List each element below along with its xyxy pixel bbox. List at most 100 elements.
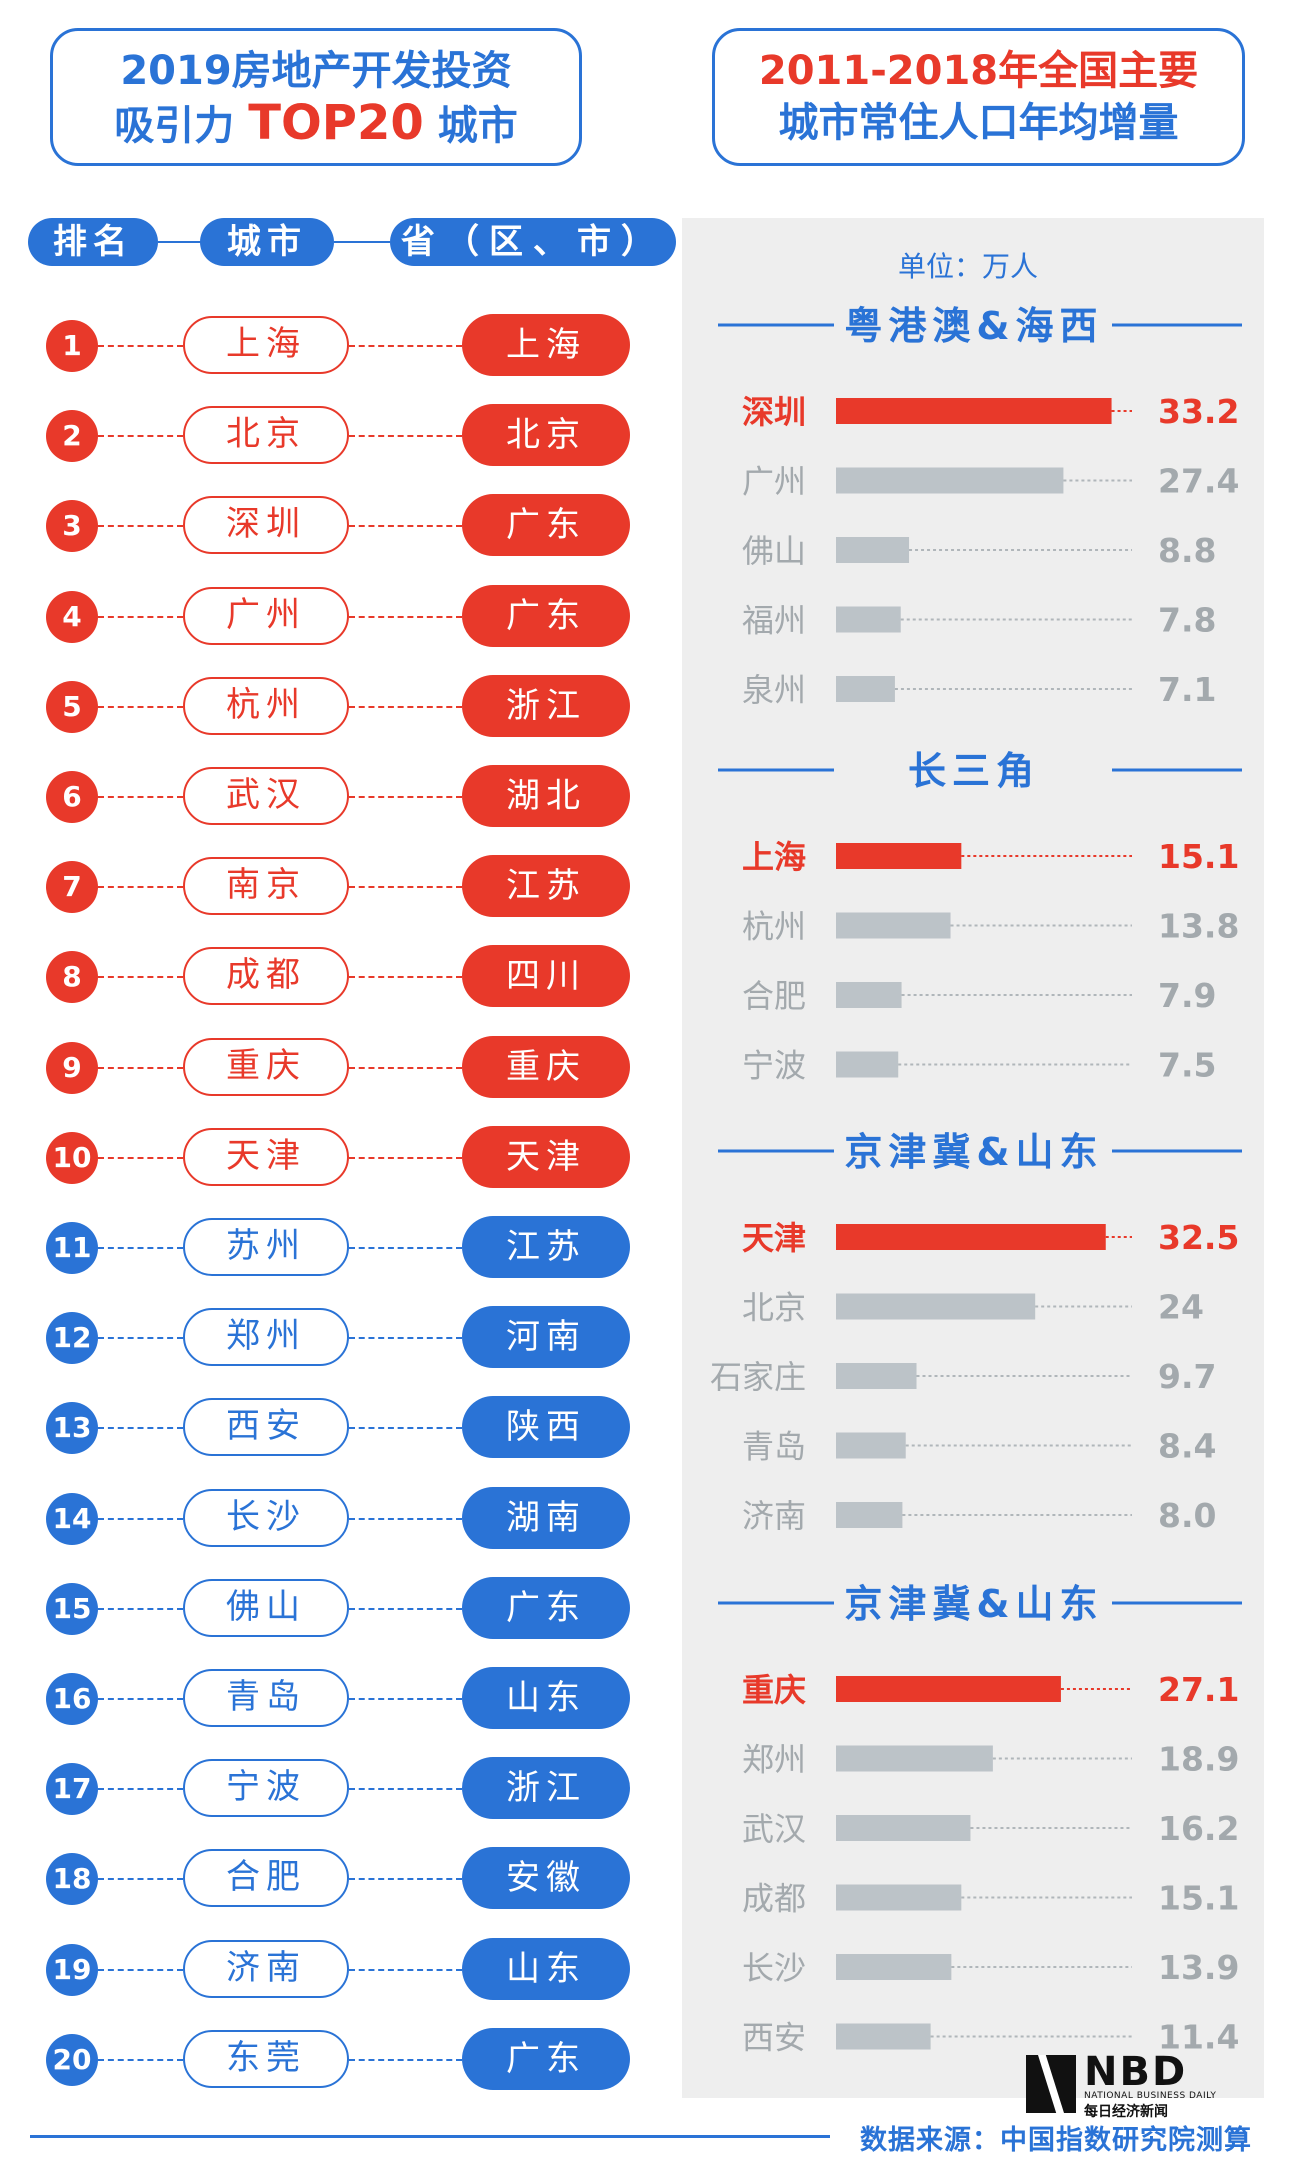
province-pill: 广东 [462, 2027, 630, 2090]
province-pill: 四川 [462, 945, 630, 1008]
bar [836, 537, 910, 563]
bar-value-label: 27.1 [1158, 1670, 1239, 1709]
bar-category-label: 武汉 [742, 1810, 806, 1848]
province-pill: 河南 [462, 1306, 630, 1369]
city-pill: 杭州 [183, 676, 349, 735]
rank-number: 18 [46, 1853, 98, 1906]
bar-value-label: 15.1 [1158, 1879, 1239, 1918]
bar [836, 912, 951, 939]
header-connector [334, 241, 390, 243]
left-title-top20: TOP20 [248, 95, 424, 151]
ranking-row: 15 佛山 广东 [0, 1575, 660, 1641]
province-pill: 浙江 [462, 1757, 630, 1820]
rank-number: 5 [46, 680, 98, 733]
province-pill: 陕西 [462, 1396, 630, 1459]
bar-value-label: 15.1 [1158, 837, 1239, 876]
city-pill: 南京 [183, 857, 349, 916]
bar-category-label: 天津 [742, 1219, 806, 1257]
left-title-line2-pre: 吸引力 [114, 103, 249, 149]
rank-number: 3 [46, 500, 98, 553]
bar-category-label: 泉州 [742, 671, 806, 709]
rank-number: 15 [46, 1582, 98, 1635]
dashed-connector [98, 1427, 183, 1430]
chart-panel [682, 218, 1264, 2098]
bar-value-label: 9.7 [1158, 1357, 1216, 1396]
dashed-connector [98, 1607, 183, 1610]
ranking-row: 4 广州 广东 [0, 583, 660, 649]
header-city: 城市 [200, 218, 334, 266]
dashed-connector [349, 1698, 462, 1700]
left-title-line2: 吸引力 TOP20 城市 [53, 97, 579, 152]
bar-category-label: 深圳 [742, 393, 806, 431]
right-title-line2: 城市常住人口年均增量 [778, 100, 1179, 146]
ranking-row: 9 重庆 重庆 [0, 1034, 660, 1100]
city-pill: 广州 [183, 586, 349, 645]
ranking-row: 3 深圳 广东 [0, 492, 660, 558]
bar [836, 2023, 931, 2050]
bar-value-label: 13.9 [1158, 1948, 1239, 1987]
bar [836, 606, 901, 633]
city-pill: 济南 [183, 1939, 349, 1998]
dashed-connector [98, 1788, 183, 1791]
rank-number: 9 [46, 1041, 98, 1094]
city-pill: 上海 [183, 316, 349, 374]
ranking-row: 19 济南 山东 [0, 1936, 660, 2002]
dashed-connector [349, 1337, 462, 1340]
dashed-connector [98, 435, 183, 438]
bar-value-label: 8.0 [1158, 1496, 1216, 1535]
bar-category-label: 宁波 [742, 1047, 806, 1085]
nbd-logo: NBD NATIONAL BUSINESS DAILY 每日经济新闻 [1026, 2049, 1256, 2120]
city-pill: 长沙 [183, 1488, 349, 1547]
dashed-connector [98, 1156, 183, 1159]
rank-number: 14 [46, 1492, 98, 1545]
dashed-connector [349, 1156, 462, 1159]
bar [836, 1676, 1061, 1702]
group-title: 京津冀&山东 [844, 1130, 1103, 1174]
unit-label: 单位：万人 [898, 250, 1039, 283]
dashed-connector [349, 1066, 462, 1069]
province-pill: 江苏 [462, 1216, 630, 1278]
bar [836, 843, 962, 869]
ranking-row: 13 西安 陕西 [0, 1394, 660, 1460]
dashed-connector [349, 1427, 462, 1430]
city-pill: 北京 [183, 406, 349, 465]
city-pill: 东莞 [183, 2029, 349, 2088]
dashed-connector [98, 2058, 183, 2061]
rank-number: 1 [46, 320, 98, 372]
bar [836, 1051, 899, 1078]
ranking-row: 8 成都 四川 [0, 943, 660, 1009]
dashed-connector [98, 1337, 183, 1340]
province-pill: 天津 [462, 1125, 630, 1188]
city-pill: 武汉 [183, 767, 349, 825]
province-pill: 上海 [462, 314, 630, 376]
bar-category-label: 上海 [742, 838, 806, 876]
bar-category-label: 青岛 [742, 1428, 806, 1466]
group-title: 京津冀&山东 [844, 1582, 1103, 1626]
bar-value-label: 16.2 [1158, 1809, 1239, 1848]
ranking-row: 10 天津 天津 [0, 1124, 660, 1190]
bar [836, 676, 895, 702]
city-pill: 苏州 [183, 1218, 349, 1276]
bar-category-label: 成都 [742, 1880, 806, 1918]
bar-category-label: 西安 [742, 2019, 806, 2057]
rank-number: 19 [46, 1943, 98, 1996]
province-pill: 湖南 [462, 1486, 630, 1549]
province-pill: 广东 [462, 494, 630, 557]
dashed-connector [98, 1517, 183, 1520]
nbd-logo-en: NATIONAL BUSINESS DAILY [1084, 2091, 1217, 2101]
rank-number: 4 [46, 590, 98, 643]
bar-value-label: 27.4 [1158, 462, 1239, 501]
nbd-logo-mark [1026, 2055, 1076, 2113]
dashed-connector [349, 1878, 462, 1881]
nbd-logo-cn: 每日经济新闻 [1084, 2104, 1168, 2120]
bar-category-label: 合肥 [742, 977, 806, 1015]
bar-category-label: 佛山 [742, 532, 806, 570]
dashed-connector [98, 525, 183, 528]
ranking-row: 12 郑州 河南 [0, 1304, 660, 1370]
rank-number: 12 [46, 1312, 98, 1365]
dashed-connector [98, 1968, 183, 1971]
bar-category-label: 杭州 [742, 908, 806, 946]
rank-number: 2 [46, 410, 98, 463]
ranking-row: 14 长沙 湖南 [0, 1485, 660, 1551]
dashed-connector [349, 1607, 462, 1610]
